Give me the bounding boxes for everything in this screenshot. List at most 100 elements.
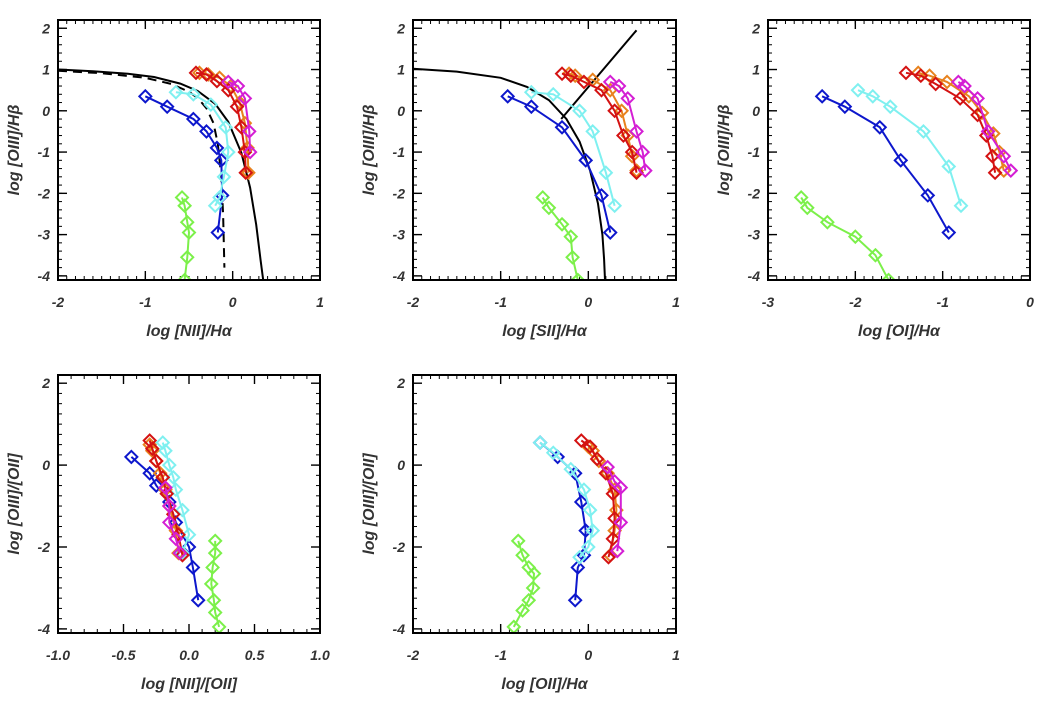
data-point-blue xyxy=(123,449,139,465)
data-point-blue xyxy=(814,88,830,104)
series-line-red xyxy=(148,440,184,556)
x-axis-title: log [OII]/Hα xyxy=(501,676,588,693)
x-tick-label: 1 xyxy=(316,294,324,310)
y-tick-label: 2 xyxy=(751,20,760,36)
y-tick-label: 2 xyxy=(396,20,405,36)
data-point-cyan xyxy=(953,198,969,214)
data-point-blue xyxy=(920,187,936,203)
data-point-green xyxy=(515,547,530,563)
data-point-orange xyxy=(232,95,248,110)
y-axis-title: log [OIII]/Hβ xyxy=(716,105,733,196)
data-point-cyan xyxy=(585,124,601,139)
x-axis-title-denominator: /Hα xyxy=(560,323,588,340)
series-magenta xyxy=(950,74,1019,179)
data-point-magenta xyxy=(613,480,629,496)
data-point-green xyxy=(541,200,557,216)
data-point-green xyxy=(515,603,530,618)
plot-frame xyxy=(412,19,677,281)
data-point-red xyxy=(188,65,204,81)
data-point-blue xyxy=(573,494,589,510)
y-tick-label: -2 xyxy=(38,539,51,555)
series-red xyxy=(898,65,1003,181)
plot-frame xyxy=(57,19,321,281)
series-cyan xyxy=(532,435,601,565)
y-tick-label: 0 xyxy=(397,103,405,119)
data-point-red xyxy=(229,99,245,115)
series-line-magenta xyxy=(957,81,1012,172)
y-tick-label: -1 xyxy=(38,144,51,160)
x-axis-title: log [OI]/Hα xyxy=(858,323,941,340)
series-green xyxy=(203,533,227,633)
x-tick-label: -1 xyxy=(139,294,152,310)
y-tick-label: -4 xyxy=(393,268,406,284)
x-tick-label: -2 xyxy=(849,294,862,310)
data-point-magenta xyxy=(950,74,966,90)
data-point-orange xyxy=(567,68,583,84)
x-tick-label: 0.0 xyxy=(179,647,199,663)
data-point-green xyxy=(205,560,220,575)
series-magenta xyxy=(600,459,629,559)
data-point-blue xyxy=(567,592,583,608)
series-magenta xyxy=(158,480,188,561)
data-point-blue xyxy=(185,560,201,575)
x-axis-title-prefix: log xyxy=(501,676,529,693)
x-tick-label: 0 xyxy=(229,294,237,310)
data-point-blue xyxy=(500,88,516,104)
data-point-blue xyxy=(594,187,609,203)
data-point-cyan xyxy=(216,169,232,185)
y-tick-label: 2 xyxy=(41,20,50,36)
data-point-magenta xyxy=(957,78,972,94)
data-point-green xyxy=(177,272,193,280)
minor-ticks xyxy=(412,375,677,633)
x-axis-title: log [NII]/[OII] xyxy=(141,676,238,693)
x-axis-title-ratio: [OI] xyxy=(885,323,914,340)
data-point-orange xyxy=(158,482,173,498)
data-point-cyan xyxy=(582,502,598,518)
series-green xyxy=(174,190,197,280)
x-axis-title-ratio: [NII] xyxy=(174,323,207,340)
data-point-red xyxy=(605,531,621,547)
data-point-cyan xyxy=(916,124,931,139)
data-point-orange xyxy=(200,67,216,82)
data-point-red xyxy=(199,67,214,82)
data-point-blue xyxy=(190,592,206,608)
series-line-cyan xyxy=(857,89,962,206)
x-tick-label: -2 xyxy=(407,294,420,310)
data-point-cyan xyxy=(585,523,601,539)
data-series xyxy=(123,433,227,633)
x-axis-title-prefix: log xyxy=(141,676,169,693)
data-point-red xyxy=(220,82,236,98)
data-point-cyan xyxy=(607,198,623,214)
data-point-magenta xyxy=(602,74,618,90)
data-point-blue xyxy=(213,152,229,168)
y-tick-label: 1 xyxy=(397,62,405,78)
data-point-blue xyxy=(209,140,225,156)
data-point-magenta xyxy=(168,531,184,547)
data-point-cyan xyxy=(532,435,548,450)
y-tick-label: 2 xyxy=(41,375,50,391)
y-axis-title: log [OIII]/[OII] xyxy=(361,453,378,555)
plot-frame xyxy=(767,19,1031,281)
data-point-magenta xyxy=(172,545,188,561)
data-point-red xyxy=(576,74,592,90)
kauffmann-line xyxy=(58,69,226,268)
data-point-red xyxy=(238,165,254,181)
data-point-cyan xyxy=(576,482,592,498)
y-tick-label: -2 xyxy=(38,185,51,201)
data-point-red xyxy=(607,510,623,526)
data-point-red xyxy=(952,90,968,106)
data-point-magenta xyxy=(996,148,1012,164)
data-point-red xyxy=(594,82,609,98)
y-tick-label: -4 xyxy=(38,268,51,284)
data-point-cyan xyxy=(850,82,866,98)
data-point-blue xyxy=(159,99,175,115)
data-point-blue xyxy=(941,225,957,240)
y-tick-label: -1 xyxy=(748,144,761,160)
data-point-green xyxy=(521,592,537,608)
data-point-cyan xyxy=(882,99,898,115)
data-point-green xyxy=(535,190,551,205)
y-tick-label: -4 xyxy=(393,621,406,637)
y-tick-label: -4 xyxy=(748,268,761,284)
